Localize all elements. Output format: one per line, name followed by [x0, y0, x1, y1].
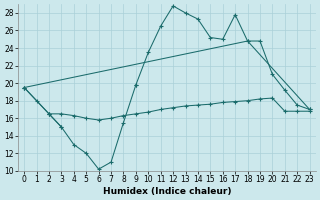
X-axis label: Humidex (Indice chaleur): Humidex (Indice chaleur)	[103, 187, 231, 196]
